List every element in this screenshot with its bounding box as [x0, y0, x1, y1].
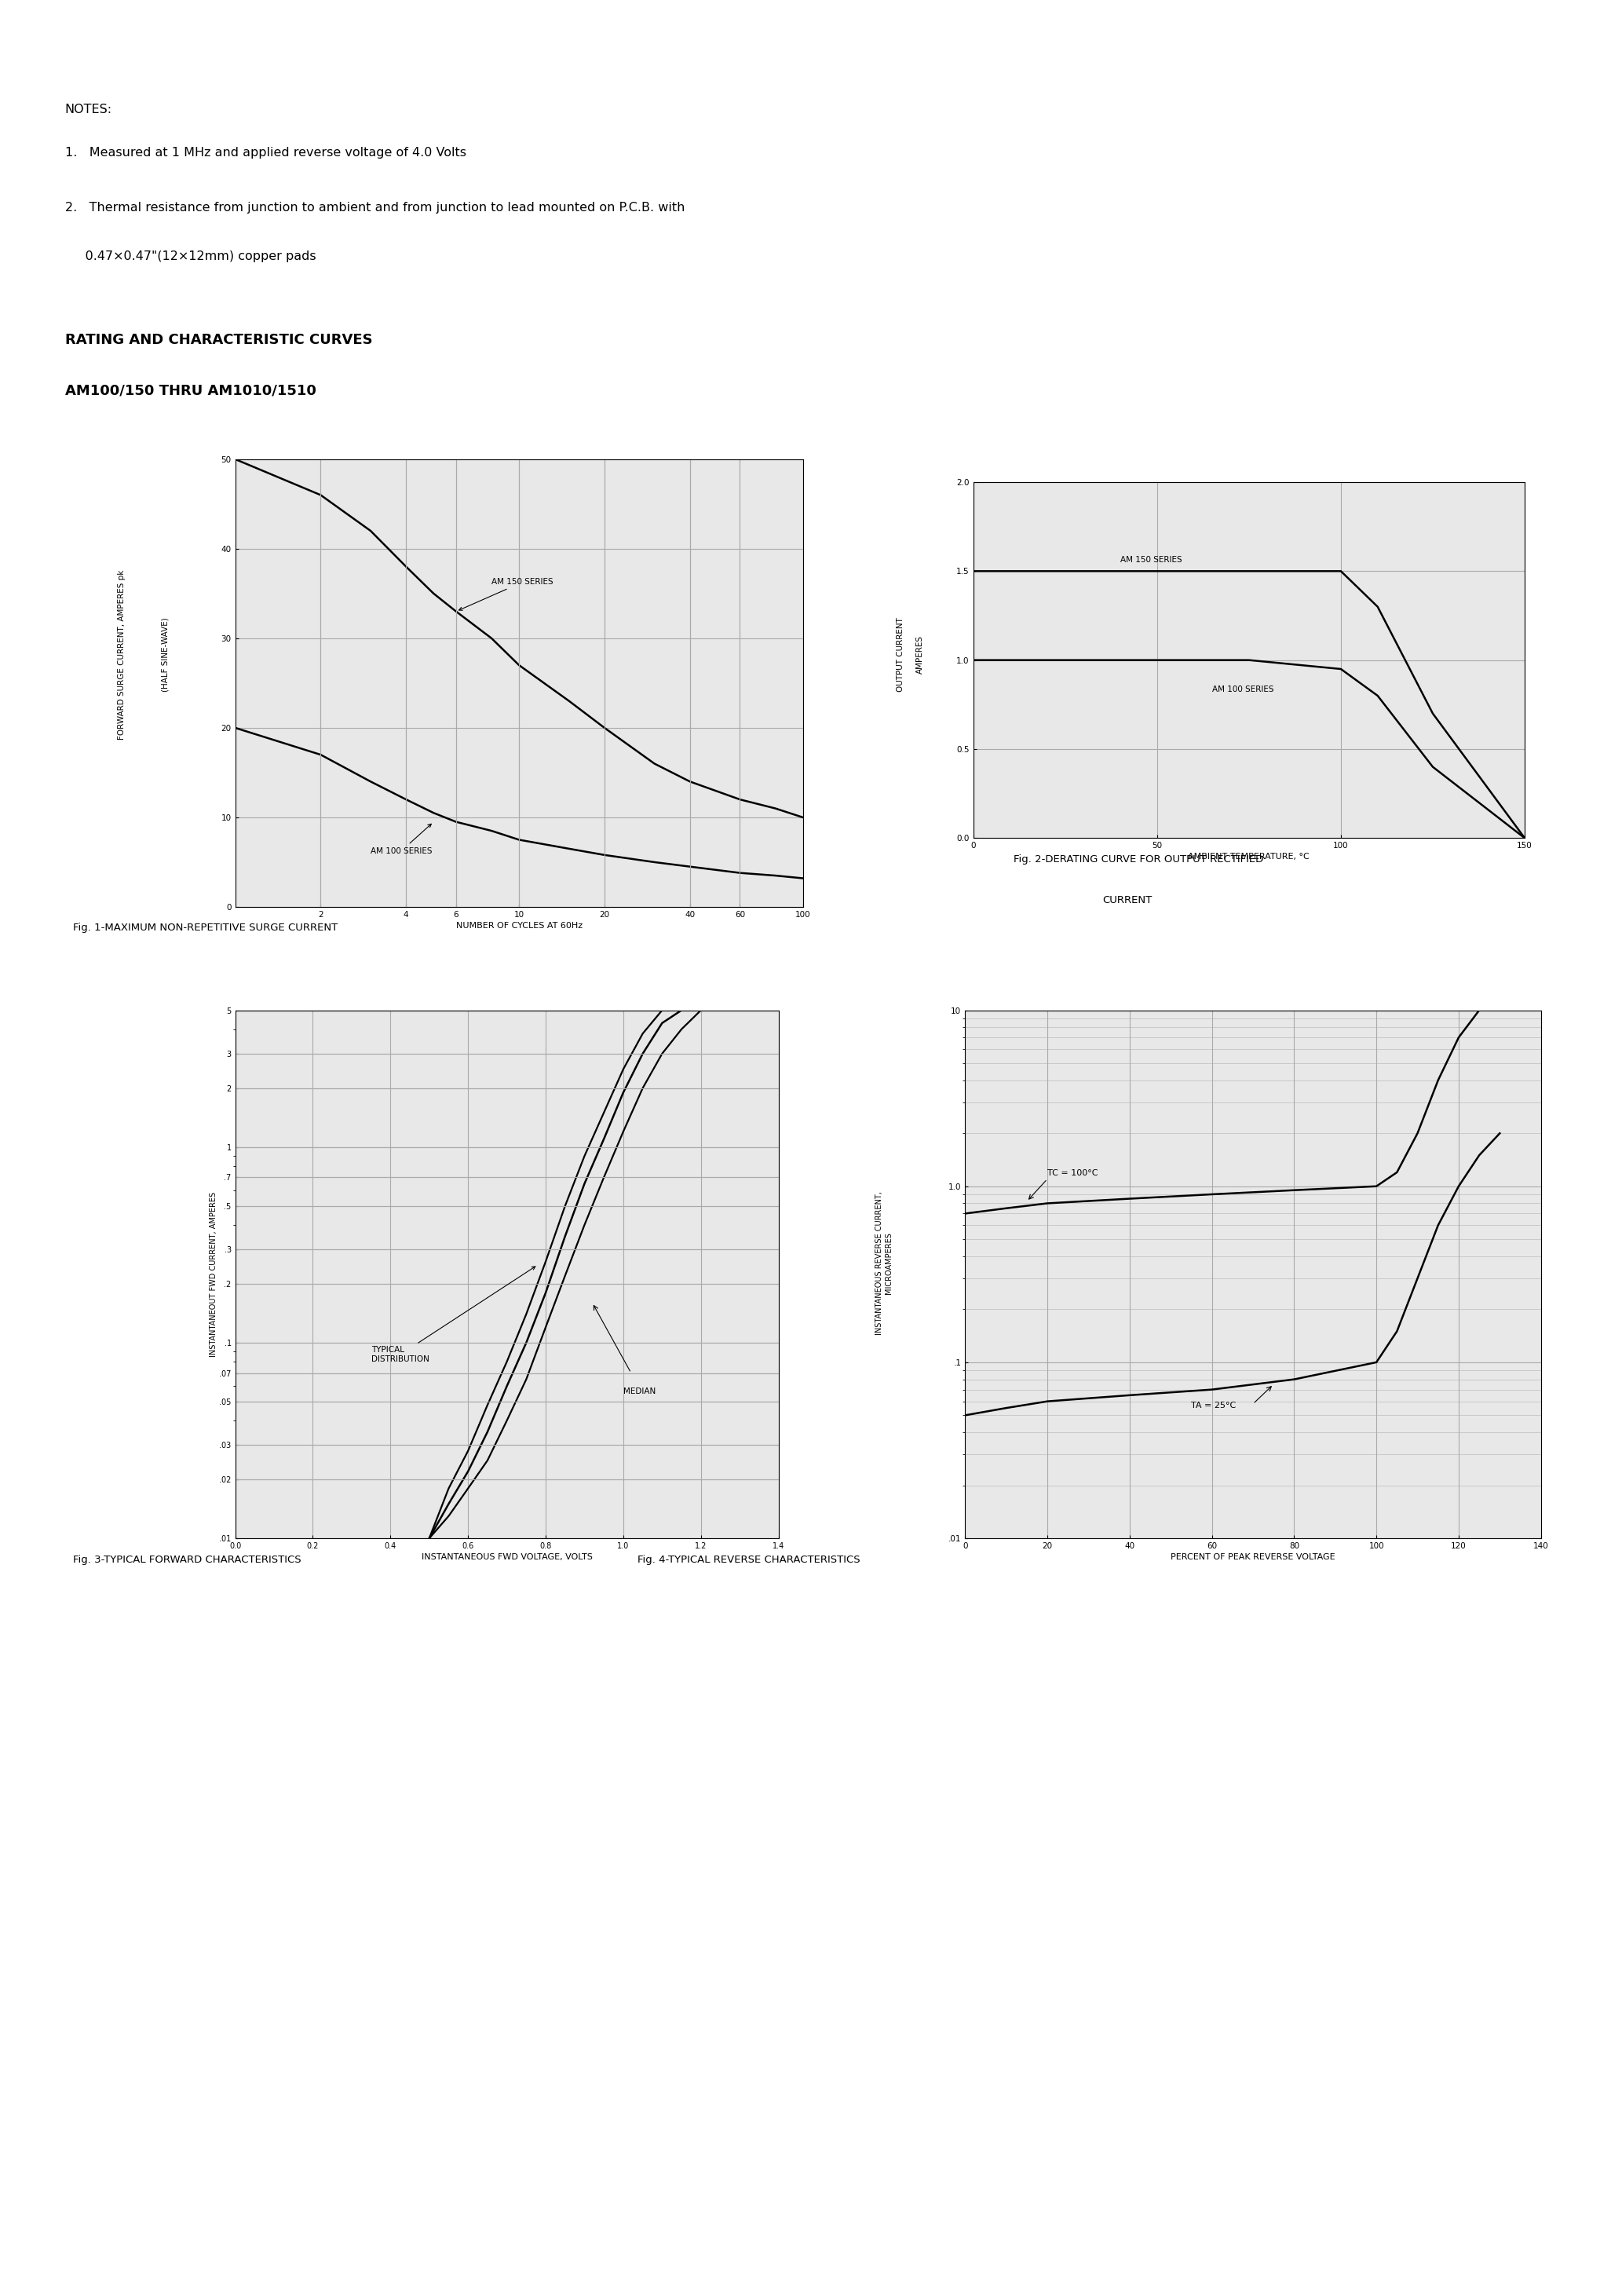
Text: TYPICAL
DISTRIBUTION: TYPICAL DISTRIBUTION	[371, 1267, 535, 1364]
Text: CURRENT: CURRENT	[1103, 895, 1152, 905]
X-axis label: AMBIENT TEMPERATURE, °C: AMBIENT TEMPERATURE, °C	[1189, 854, 1309, 861]
Text: (HALF SINE-WAVE): (HALF SINE-WAVE)	[162, 618, 169, 691]
Text: Fig. 3-TYPICAL FORWARD CHARACTERISTICS: Fig. 3-TYPICAL FORWARD CHARACTERISTICS	[73, 1554, 302, 1564]
Text: FORWARD SURGE CURRENT, AMPERES pk: FORWARD SURGE CURRENT, AMPERES pk	[118, 569, 125, 739]
Y-axis label: INSTANTANEOUT FWD CURRENT, AMPERES: INSTANTANEOUT FWD CURRENT, AMPERES	[209, 1192, 217, 1357]
Text: AM 150 SERIES: AM 150 SERIES	[459, 579, 553, 611]
Text: AM100/150 THRU AM1010/1510: AM100/150 THRU AM1010/1510	[65, 383, 316, 397]
Text: NOTES:: NOTES:	[65, 103, 112, 115]
Text: OUTPUT CURRENT: OUTPUT CURRENT	[897, 618, 903, 691]
Text: AM 150 SERIES: AM 150 SERIES	[1121, 556, 1182, 565]
X-axis label: INSTANTANEOUS FWD VOLTAGE, VOLTS: INSTANTANEOUS FWD VOLTAGE, VOLTS	[422, 1554, 592, 1561]
Text: TC = 100°C: TC = 100°C	[1048, 1169, 1098, 1178]
Text: 0.47×0.47"(12×12mm) copper pads: 0.47×0.47"(12×12mm) copper pads	[65, 250, 316, 262]
Text: AM 100 SERIES: AM 100 SERIES	[370, 824, 431, 854]
Text: 2.   Thermal resistance from junction to ambient and from junction to lead mount: 2. Thermal resistance from junction to a…	[65, 202, 684, 214]
Text: RATING AND CHARACTERISTIC CURVES: RATING AND CHARACTERISTIC CURVES	[65, 333, 373, 347]
Text: AM 100 SERIES: AM 100 SERIES	[1212, 687, 1273, 693]
Text: TA = 25°C: TA = 25°C	[1191, 1403, 1236, 1410]
Text: AMPERES: AMPERES	[916, 636, 923, 673]
Text: INSTANTANEOUS REVERSE CURRENT,
MICROAMPERES: INSTANTANEOUS REVERSE CURRENT, MICROAMPE…	[876, 1192, 892, 1334]
Text: Fig. 4-TYPICAL REVERSE CHARACTERISTICS: Fig. 4-TYPICAL REVERSE CHARACTERISTICS	[637, 1554, 860, 1564]
Text: 1.   Measured at 1 MHz and applied reverse voltage of 4.0 Volts: 1. Measured at 1 MHz and applied reverse…	[65, 147, 466, 158]
Text: Fig. 2-DERATING CURVE FOR OUTPUT RECTIFIED: Fig. 2-DERATING CURVE FOR OUTPUT RECTIFI…	[1014, 854, 1264, 863]
X-axis label: PERCENT OF PEAK REVERSE VOLTAGE: PERCENT OF PEAK REVERSE VOLTAGE	[1171, 1554, 1335, 1561]
Text: Fig. 1-MAXIMUM NON-REPETITIVE SURGE CURRENT: Fig. 1-MAXIMUM NON-REPETITIVE SURGE CURR…	[73, 923, 337, 932]
Text: MEDIAN: MEDIAN	[623, 1387, 655, 1396]
X-axis label: NUMBER OF CYCLES AT 60Hz: NUMBER OF CYCLES AT 60Hz	[456, 923, 582, 930]
